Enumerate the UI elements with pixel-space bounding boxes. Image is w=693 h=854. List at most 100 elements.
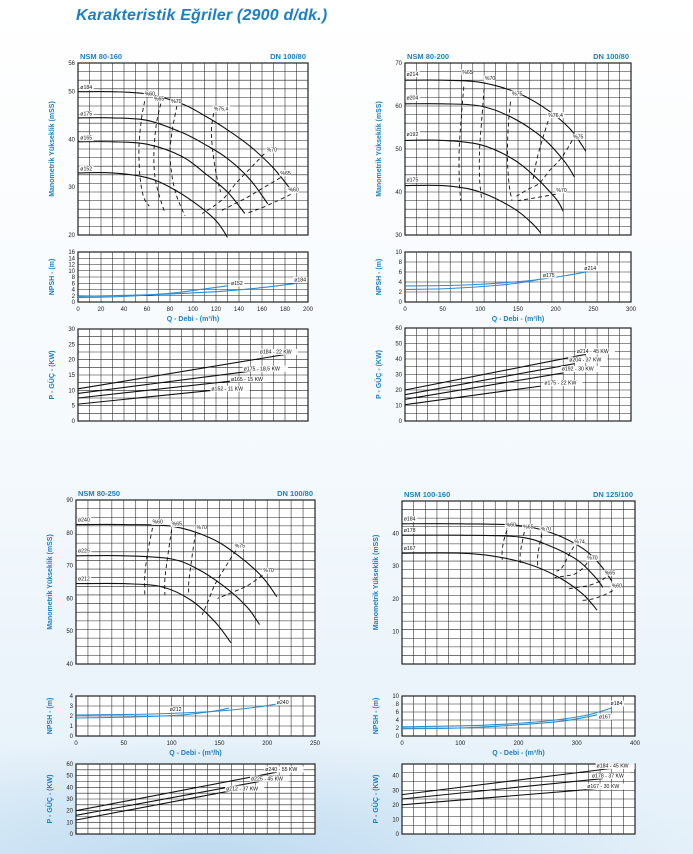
npsh-y-tick-label: 2	[399, 290, 403, 296]
efficiency-curve-%60	[582, 590, 614, 601]
chart-model-label: NSM 80-200	[407, 52, 449, 61]
head-curve-label: %70	[267, 147, 277, 153]
chart-model-label: NSM 80-160	[80, 52, 122, 61]
efficiency-curve-%60	[138, 101, 150, 207]
head-curve-label-bg	[405, 94, 420, 101]
x-axis-title: Q - Debi - (m³/h)	[492, 750, 545, 757]
page-title: Karakteristik Eğriler (2900 d/dk.)	[76, 7, 328, 24]
head-curve-label-bg	[573, 538, 585, 545]
head-curve-label: %65	[172, 522, 182, 528]
head-axis-title: Manometrik Yükseklik (mSS)	[373, 535, 380, 631]
head-curve-label-bg	[212, 105, 231, 112]
efficiency-curve-%65	[458, 86, 465, 201]
power-curve-ø178 - 37 KW	[401, 778, 604, 800]
head-y-tick-label: 70	[66, 564, 73, 570]
head-y-tick-label: 60	[66, 596, 73, 602]
head-y-tick-label: 30	[392, 564, 399, 570]
pump-chart-nsm-80-200: NSM 80-200 DN 100/803040506070Manometrik …	[374, 52, 637, 425]
npsh-curve-label-bg	[583, 265, 598, 272]
head-curve-label-bg	[262, 567, 274, 574]
x-tick-label: 250	[310, 741, 321, 747]
npsh-y-tick-label: 8	[72, 275, 76, 281]
power-y-tick-label: 15	[68, 373, 75, 379]
power-curve-label-bg	[264, 766, 304, 773]
head-curve-label-bg	[461, 69, 473, 76]
head-curve-label-bg	[571, 133, 584, 140]
npsh-y-tick-label: 4	[399, 280, 403, 286]
power-curve-label: ø178 - 37 KW	[592, 773, 624, 779]
x-tick-label: 0	[403, 307, 407, 313]
power-curve-label: ø204 - 37 KW	[569, 357, 601, 363]
head-curve-label-bg	[76, 575, 92, 582]
power-curve-ø184 - 22 KW	[77, 352, 291, 390]
head-curve-label-bg	[402, 545, 418, 552]
head-curve-label: %60	[506, 522, 516, 528]
head-curve-label-bg	[79, 84, 94, 91]
x-tick-label: 100	[455, 741, 466, 747]
npsh-axis-title: NPSH - (m)	[373, 698, 380, 735]
head-curve-label: %65	[154, 96, 164, 102]
head-curve-label-bg	[603, 569, 616, 576]
efficiency-curve-%75	[507, 101, 513, 201]
efficiency-curve-%75	[201, 550, 237, 615]
head-y-tick-label: 56	[68, 61, 75, 67]
power-y-tick-label: 30	[68, 327, 75, 333]
head-curve-label: %60	[288, 188, 298, 194]
power-curve-label: ø184 - 45 KW	[597, 764, 629, 770]
npsh-curve-ø214	[404, 271, 586, 287]
npsh-y-tick-label: 3	[70, 704, 74, 710]
head-curve-label: %65	[462, 70, 472, 76]
head-grid	[401, 500, 636, 665]
power-curve-label: ø225 - 45 KW	[251, 776, 283, 782]
npsh-curve-label-bg	[229, 280, 245, 287]
head-curve-ø225	[75, 554, 261, 625]
head-curve-label: %70	[556, 188, 566, 194]
power-curve-ø175 - 18,5 KW	[77, 368, 268, 394]
npsh-y-tick-label: 10	[68, 269, 75, 275]
power-curve-label-bg	[210, 385, 250, 392]
npsh-curve-label-bg	[168, 706, 184, 713]
power-y-tick-label: 20	[392, 803, 399, 809]
x-tick-label: 200	[262, 741, 273, 747]
power-y-tick-label: 50	[66, 774, 73, 780]
head-y-tick-label: 40	[66, 662, 73, 668]
power-curve-ø184 - 45 KW	[401, 767, 612, 796]
npsh-y-tick-label: 6	[396, 710, 400, 716]
npsh-curve-label: ø152	[231, 281, 243, 287]
head-curve-label-bg	[610, 582, 622, 589]
power-curve-ø240 - 55 KW	[75, 771, 277, 812]
head-curve-label: %65	[523, 524, 533, 530]
head-curve-label-bg	[402, 527, 418, 534]
efficiency-curve-%60	[144, 527, 153, 596]
power-y-tick-label: 50	[395, 342, 402, 348]
npsh-y-tick-label: 12	[68, 263, 75, 269]
power-axis-title: P - GÜÇ - (KW)	[374, 350, 383, 399]
power-axis-title: P - GÜÇ - (KW)	[47, 351, 56, 400]
head-curve-label-bg	[195, 524, 207, 531]
npsh-curve-ø240	[75, 703, 277, 716]
head-curve-label-bg	[555, 187, 567, 194]
npsh-y-tick-label: 16	[68, 250, 75, 256]
power-curve-label: ø184 - 22 KW	[260, 350, 292, 356]
npsh-curve-label: ø214	[584, 266, 596, 272]
power-curve-ø212 - 37 KW	[75, 790, 231, 821]
x-tick-label: 400	[630, 741, 641, 747]
head-curve-label: %70	[196, 525, 206, 531]
x-tick-label: 40	[121, 307, 128, 313]
head-y-tick-label: 60	[395, 104, 402, 110]
head-y-tick-label: 20	[68, 233, 75, 239]
power-curve-ø204 - 37 KW	[404, 363, 575, 396]
power-curve-ø214 - 45 KW	[404, 353, 586, 391]
power-y-tick-label: 20	[395, 388, 402, 394]
head-curve-label-bg	[483, 75, 496, 82]
head-curve-label: %76,4	[548, 113, 563, 119]
head-curve-label-bg	[405, 71, 420, 78]
power-y-tick-label: 40	[392, 774, 399, 780]
npsh-curve-label-bg	[609, 700, 624, 707]
head-y-tick-label: 40	[395, 190, 402, 196]
npsh-curve-ø152	[77, 285, 228, 299]
npsh-curve-ø212	[75, 707, 230, 719]
head-curve-ø175	[404, 184, 542, 234]
npsh-curve-label: ø167	[599, 714, 611, 720]
